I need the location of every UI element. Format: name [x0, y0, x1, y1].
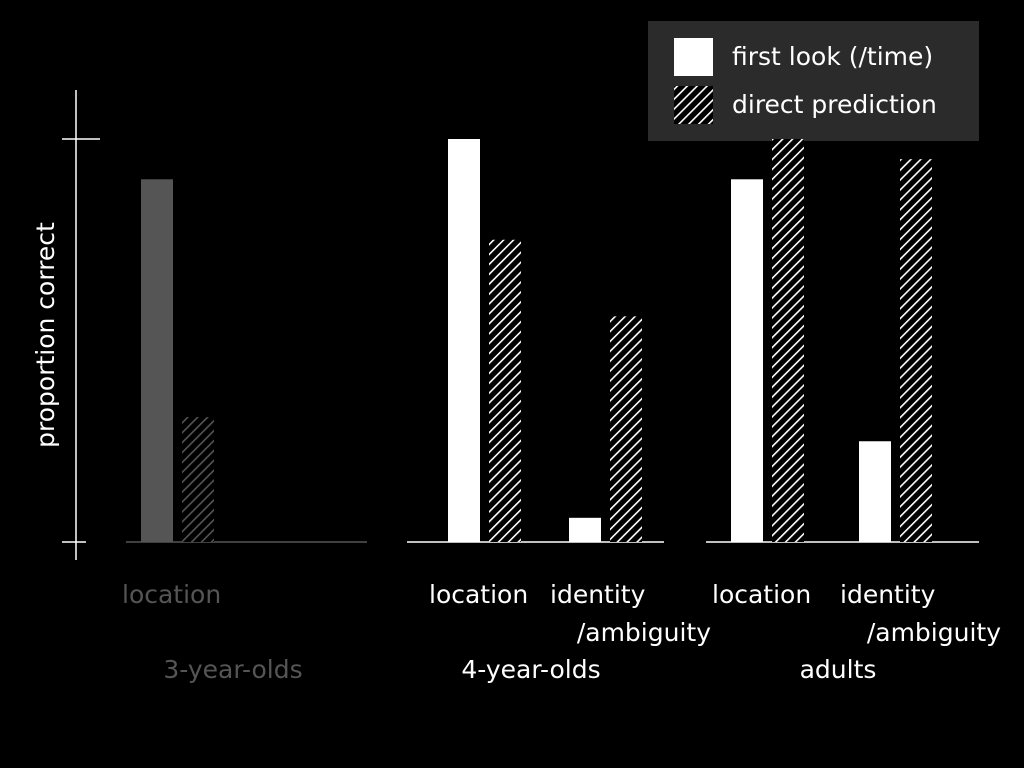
legend-swatch-first-look [674, 38, 713, 76]
bar-1-1-1 [610, 316, 642, 542]
condition-label-2-0: location [712, 580, 811, 609]
bar-1-0-1 [489, 239, 521, 542]
chart-plot-area: location 3-year-olds location identity/ambi… [122, 139, 1001, 684]
condition-label-1-0: location [429, 580, 528, 609]
bar-0-0-0 [141, 179, 173, 543]
bar-1-1-0 [569, 517, 601, 542]
legend-label-first-look: first look (/time) [732, 42, 933, 71]
bar-1-0-0 [448, 139, 480, 542]
condition-label-0-0: location [122, 580, 221, 609]
bar-2-1-1 [900, 159, 932, 542]
group-label-0: 3-year-olds [163, 655, 302, 684]
bar-2-0-1 [772, 139, 804, 542]
condition-label-2-1: identity [840, 580, 936, 609]
group-label-2: adults [800, 655, 877, 684]
group-label-1: 4-year-olds [461, 655, 600, 684]
condition-label2-2-1: /ambiguity [867, 618, 1001, 647]
bar-2-0-0 [731, 179, 763, 543]
bar-2-1-0 [859, 441, 891, 542]
y-axis-label: proportion correct [31, 222, 60, 448]
legend: first look (/time) direct prediction [648, 21, 979, 141]
legend-swatch-direct-prediction [674, 86, 713, 124]
bar-0-0-1 [182, 417, 214, 542]
legend-label-direct-prediction: direct prediction [732, 90, 937, 119]
condition-label2-1-1: /ambiguity [577, 618, 711, 647]
condition-label-1-1: identity [550, 580, 646, 609]
